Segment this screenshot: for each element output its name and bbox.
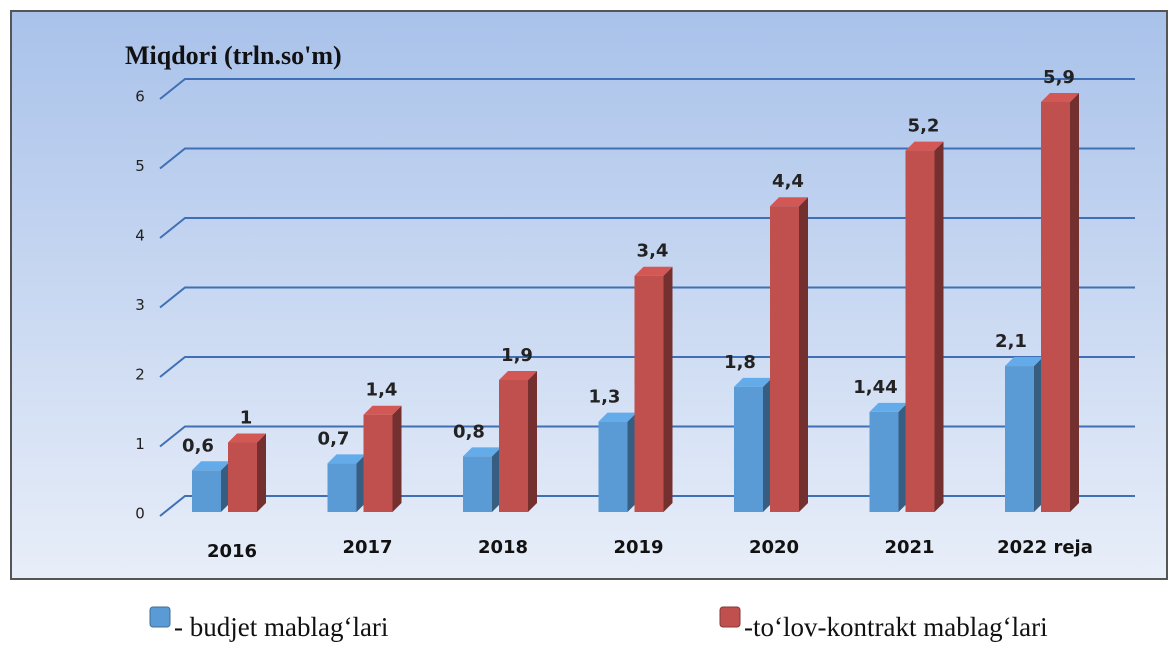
bar-top (228, 433, 266, 443)
grid-line (159, 286, 1135, 309)
x-tick-label: 2018 (478, 537, 528, 558)
value-label: 0,7 (318, 428, 350, 449)
y-tick-label: 2 (135, 366, 145, 384)
x-tick-label: 2020 (749, 537, 799, 558)
value-label: 2,1 (995, 331, 1027, 352)
value-label: 5,2 (908, 116, 940, 137)
bar (869, 411, 899, 512)
value-label: 1,8 (724, 352, 756, 373)
legend-label: -to‘lov-kontrakt mablag‘lari (744, 612, 1048, 642)
bar (905, 150, 935, 512)
bar-side (898, 402, 908, 512)
bar (770, 206, 799, 512)
bar-side (1034, 357, 1043, 512)
bar-side (799, 197, 808, 512)
bar (228, 442, 257, 512)
bar (598, 421, 628, 512)
bar (363, 414, 393, 512)
x-tick-label: 2016 (207, 541, 257, 562)
bar (192, 470, 221, 512)
x-tick-label: 2021 (884, 537, 934, 558)
bar-top (499, 370, 537, 380)
y-tick-label: 5 (135, 157, 145, 175)
value-label: 1,4 (366, 380, 398, 401)
value-label: 4,4 (772, 171, 804, 192)
y-tick-label: 1 (135, 435, 145, 453)
y-axis-title: Miqdori (trln.so'm) (125, 41, 342, 70)
bar-side (356, 454, 366, 512)
grid-line (159, 147, 1135, 170)
bar-top (734, 377, 772, 387)
bar-top (1041, 92, 1079, 102)
bar-side (1070, 92, 1079, 512)
value-label: 1,9 (501, 345, 533, 366)
bar-top (869, 402, 908, 412)
bar-side (663, 266, 673, 512)
x-tick-label: 2019 (613, 537, 663, 558)
bar-side (528, 370, 537, 512)
bar-top (363, 405, 402, 415)
x-tick-label: 2022 reja (997, 537, 1093, 558)
value-label: 5,9 (1043, 67, 1075, 88)
bar-top (598, 412, 637, 422)
y-tick-label: 6 (135, 88, 145, 106)
bar-side (221, 461, 230, 512)
y-tick-label: 3 (135, 296, 145, 314)
value-label: 3,4 (637, 241, 669, 262)
value-label: 0,6 (182, 435, 214, 456)
bar-top (1005, 357, 1043, 367)
grid-line (159, 217, 1135, 239)
bar-top (770, 197, 808, 207)
value-label: 0,8 (453, 421, 485, 442)
bar-side (392, 405, 402, 512)
bar-side (763, 377, 772, 512)
grid-line (159, 78, 1135, 100)
y-tick-label: 4 (135, 227, 145, 245)
bar (1041, 101, 1070, 512)
bar-top (463, 447, 501, 457)
legend-label: - budjet mablag‘lari (174, 612, 388, 642)
bar-side (257, 433, 266, 512)
bar-top (192, 461, 230, 471)
bar-top (905, 141, 944, 151)
bar (734, 386, 763, 512)
grid-line (159, 425, 1135, 448)
bar (634, 275, 664, 512)
bar-side (627, 412, 637, 512)
x-tick-label: 2017 (342, 537, 392, 558)
value-label: 1 (240, 408, 253, 429)
legend-swatch (719, 606, 741, 628)
grid-line (159, 356, 1135, 378)
bar-side (934, 141, 944, 512)
chart-frame (10, 10, 1168, 580)
bar-top (327, 454, 366, 464)
grid-line (159, 495, 1135, 517)
bar (499, 379, 528, 512)
bar-top (634, 266, 673, 276)
bar (327, 463, 357, 512)
bar (463, 456, 492, 512)
bar-side (492, 447, 501, 512)
value-label: 1,44 (853, 377, 897, 398)
legend-swatch (149, 606, 171, 628)
y-tick-label: 0 (135, 505, 145, 523)
bar (1005, 366, 1034, 512)
value-label: 1,3 (589, 387, 621, 408)
